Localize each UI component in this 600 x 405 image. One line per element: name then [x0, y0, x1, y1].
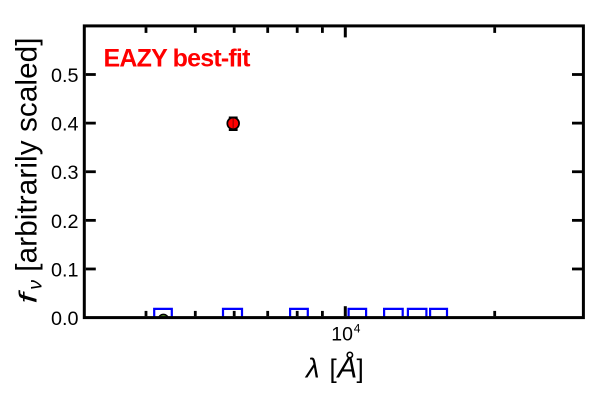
svg-text:0.2: 0.2: [51, 211, 79, 233]
svg-text:ν: ν: [25, 280, 47, 290]
svg-text:0.5: 0.5: [51, 65, 79, 87]
svg-text:0.0: 0.0: [51, 308, 79, 330]
svg-text:0.4: 0.4: [51, 114, 79, 136]
svg-text:Å: Å: [336, 351, 358, 384]
svg-text:0.1: 0.1: [51, 259, 79, 281]
svg-text:10: 10: [331, 324, 353, 346]
svg-text:4: 4: [354, 322, 361, 336]
svg-text:[arbitrarily scaled]: [arbitrarily scaled]: [11, 37, 44, 271]
svg-text:[: [: [330, 353, 338, 383]
svg-text:0.3: 0.3: [51, 162, 79, 184]
svg-text:]: ]: [357, 353, 364, 383]
svg-text:f: f: [14, 289, 42, 303]
svg-text:EAZY best-fit: EAZY best-fit: [104, 45, 252, 73]
svg-text:λ: λ: [304, 352, 320, 383]
